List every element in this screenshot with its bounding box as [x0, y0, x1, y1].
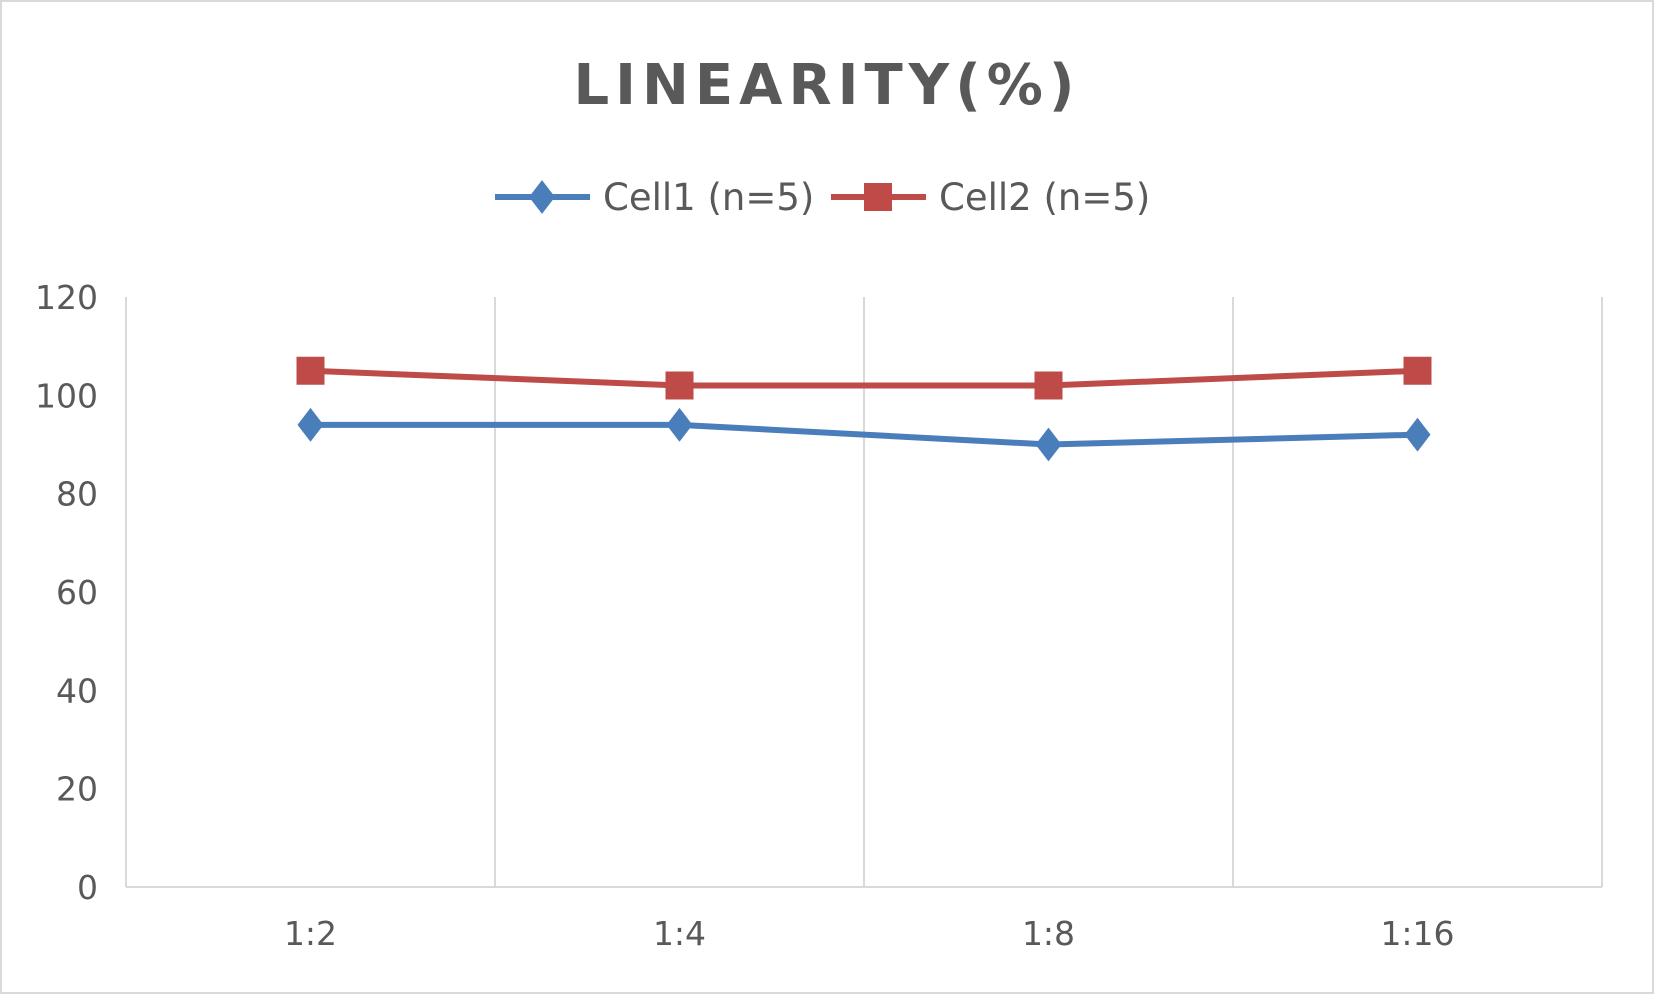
- legend-item-2: Cell2 (n=5): [831, 176, 1150, 219]
- y-tick-label: 20: [56, 770, 98, 809]
- square-marker: [864, 183, 892, 211]
- legend-label: Cell1 (n=5): [603, 176, 814, 219]
- series-group: [296, 356, 1432, 462]
- series-line: [310, 421, 1418, 448]
- y-tick-label: 60: [56, 573, 98, 612]
- chart-title: LINEARITY(%): [574, 53, 1081, 118]
- series-1: [297, 407, 1431, 462]
- diamond-marker: [1404, 417, 1431, 452]
- y-axis: 0 20 40 60 80 100 120: [35, 278, 98, 907]
- series-2: [296, 356, 1432, 400]
- y-tick-label: 100: [35, 376, 98, 415]
- legend: Cell1 (n=5) Cell2 (n=5): [495, 176, 1150, 219]
- y-tick-label: 0: [77, 868, 98, 907]
- x-axis: 1:2 1:4 1:8 1:16: [284, 914, 1455, 953]
- diamond-marker: [529, 180, 555, 214]
- square-marker: [1403, 356, 1432, 385]
- y-tick-label: 120: [35, 278, 98, 317]
- x-tick-label: 1:2: [284, 914, 337, 953]
- diamond-marker: [666, 407, 693, 442]
- series-line: [310, 367, 1418, 389]
- gridlines: [125, 297, 1603, 888]
- y-tick-label: 80: [56, 475, 98, 514]
- square-marker: [1034, 371, 1063, 400]
- diamond-marker: [297, 407, 324, 442]
- x-tick-label: 1:4: [653, 914, 706, 953]
- y-tick-label: 40: [56, 671, 98, 710]
- square-marker: [665, 371, 694, 400]
- diamond-marker: [1035, 427, 1062, 462]
- x-tick-label: 1:16: [1380, 914, 1454, 953]
- x-tick-label: 1:8: [1022, 914, 1075, 953]
- legend-label: Cell2 (n=5): [939, 176, 1150, 219]
- legend-item-1: Cell1 (n=5): [495, 176, 814, 219]
- square-marker: [296, 356, 325, 385]
